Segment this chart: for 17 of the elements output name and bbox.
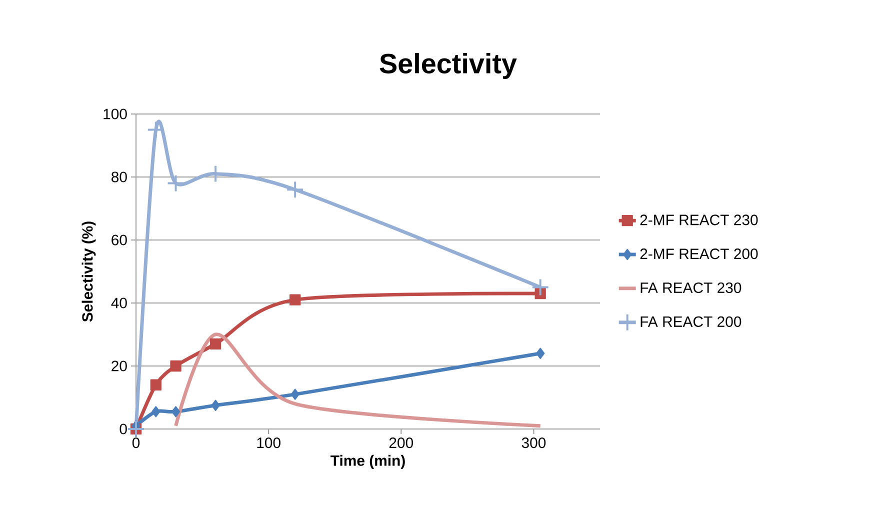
y-tick-label: 20 xyxy=(112,360,127,372)
x-tick-label: 200 xyxy=(389,438,414,448)
x-tick-label: 0 xyxy=(132,438,140,448)
y-axis-title: Selectivity (%) xyxy=(82,222,96,322)
legend-label: 2-MF REACT 200 xyxy=(640,248,758,260)
y-tick-label: 40 xyxy=(111,298,127,308)
x-axis-title: Time (min) xyxy=(330,454,405,469)
y-tick-label: 100 xyxy=(104,108,127,120)
y-tick-label: 0 xyxy=(120,424,127,434)
x-tick-label: 300 xyxy=(522,438,546,448)
legend-label: FA REACT 230 xyxy=(640,282,742,294)
legend-label: 2-MF REACT 230 xyxy=(640,214,758,226)
x-tick-label: 100 xyxy=(257,438,280,448)
y-tick-label: 60 xyxy=(112,234,127,246)
y-tick-label: 80 xyxy=(112,172,127,182)
chart-title: Selectivity xyxy=(380,53,517,79)
legend-label: FA REACT 200 xyxy=(640,316,742,327)
